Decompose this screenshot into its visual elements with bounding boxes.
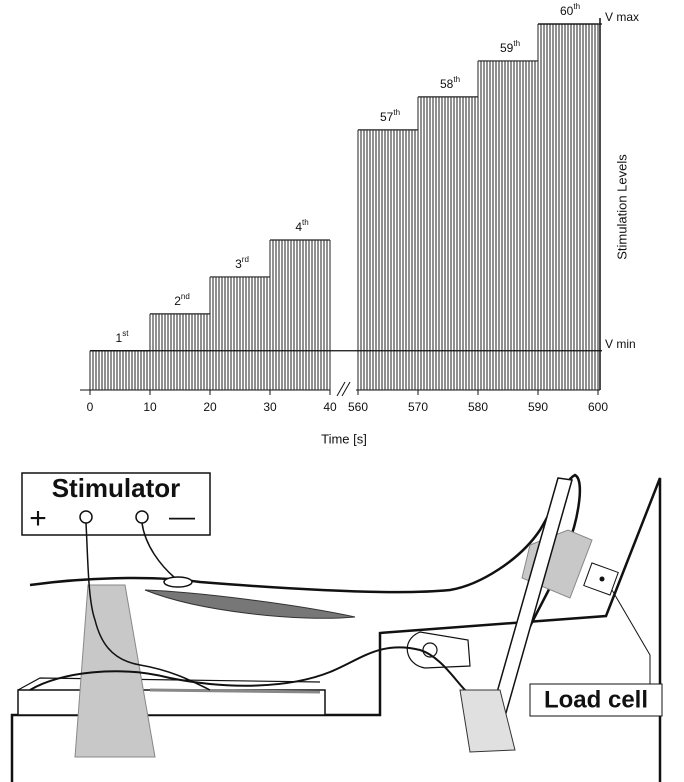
step-label: 1st — [116, 329, 130, 345]
y-tick-label: V max — [605, 10, 639, 24]
y-axis-label: Stimulation Levels — [614, 154, 629, 260]
step-label: 4th — [295, 218, 308, 234]
axis-break — [342, 382, 350, 396]
step — [90, 351, 150, 390]
step-label: 57th — [380, 108, 400, 124]
step — [150, 314, 210, 390]
step-number: 58 — [440, 77, 454, 91]
electrode-pad — [164, 577, 192, 587]
axis-break — [337, 382, 345, 396]
calf-pad — [150, 690, 320, 692]
x-tick-label: 20 — [203, 400, 217, 414]
step-suffix: st — [122, 329, 129, 338]
stimulator-title: Stimulator — [52, 473, 181, 503]
x-tick-label: 40 — [323, 400, 337, 414]
platform — [18, 690, 325, 715]
step-suffix: th — [573, 2, 580, 11]
step — [210, 277, 270, 390]
step-label: 59th — [500, 39, 520, 55]
step-label: 58th — [440, 75, 460, 91]
step-number: 57 — [380, 110, 394, 124]
x-tick-label: 580 — [468, 400, 488, 414]
step-suffix: th — [393, 108, 400, 117]
step — [538, 24, 598, 390]
load-cell-label: Load cell — [544, 686, 648, 713]
step-suffix: th — [302, 218, 309, 227]
x-tick-label: 30 — [263, 400, 277, 414]
step — [270, 240, 330, 390]
x-tick-label: 10 — [143, 400, 157, 414]
x-tick-label: 0 — [87, 400, 94, 414]
step-suffix: th — [513, 39, 520, 48]
step-label: 2nd — [174, 292, 190, 308]
step-suffix: rd — [242, 255, 249, 264]
muscle — [145, 590, 355, 618]
setup-diagram: Load cell Stimulator + — — [12, 473, 662, 782]
step — [478, 61, 538, 390]
x-tick-label: 560 — [348, 400, 368, 414]
x-tick-label: 570 — [408, 400, 428, 414]
step-suffix: nd — [181, 292, 190, 301]
x-axis-label: Time [s] — [321, 431, 367, 446]
x-tick-label: 590 — [528, 400, 548, 414]
step — [418, 97, 478, 390]
minus-sign: — — [169, 501, 195, 531]
plus-sign: + — [29, 502, 47, 535]
load-cell-dot — [600, 577, 605, 582]
step-number: 59 — [500, 41, 514, 55]
step-label: 60th — [560, 2, 580, 18]
step-number: 60 — [560, 4, 574, 18]
step-suffix: th — [453, 75, 460, 84]
y-tick-label: V min — [605, 337, 636, 351]
figure: 1st2nd3rd4th57th58th59th60th010203040560… — [0, 0, 684, 782]
x-tick-label: 600 — [588, 400, 608, 414]
load-cell-lead — [612, 590, 650, 684]
step-label: 3rd — [235, 255, 249, 271]
